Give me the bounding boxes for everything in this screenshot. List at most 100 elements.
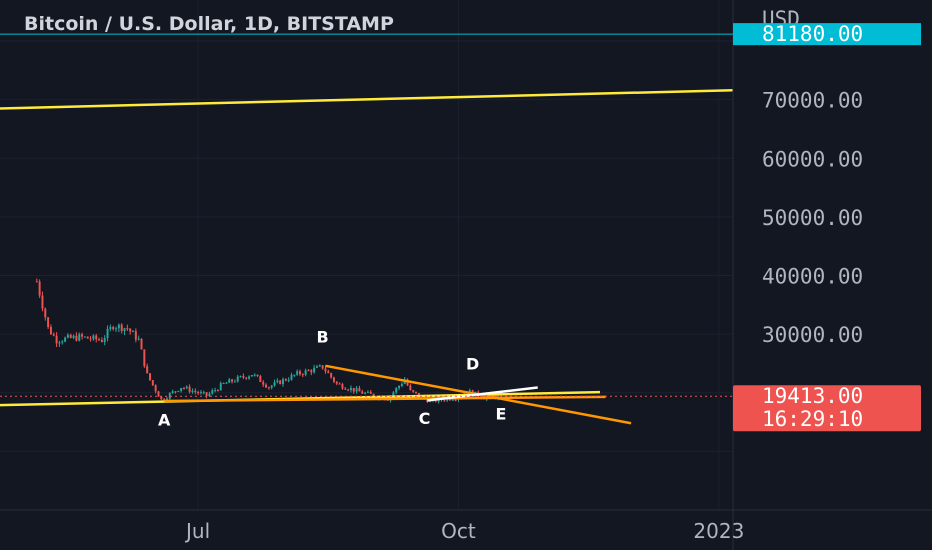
candle-body bbox=[338, 383, 341, 385]
candle-body bbox=[120, 324, 123, 332]
candle-body bbox=[168, 393, 171, 399]
candle-body bbox=[256, 374, 259, 376]
candle-body bbox=[211, 390, 214, 394]
candle-body bbox=[81, 334, 84, 337]
price-tick-label: 60000.00 bbox=[762, 147, 863, 171]
candle-body bbox=[52, 334, 55, 336]
candle-body bbox=[344, 388, 347, 390]
candle-body bbox=[301, 374, 304, 376]
candle-body bbox=[262, 382, 265, 385]
candle-body bbox=[398, 385, 401, 389]
candle-body bbox=[400, 383, 403, 386]
candle-body bbox=[222, 382, 225, 384]
candle-body bbox=[132, 331, 135, 333]
candle-body bbox=[290, 374, 293, 380]
wave-label-d: D bbox=[466, 354, 479, 373]
chart-grid bbox=[0, 0, 733, 510]
candle-body bbox=[199, 392, 202, 394]
candle-body bbox=[219, 383, 222, 391]
candle-body bbox=[335, 381, 338, 384]
candle-body bbox=[279, 380, 282, 385]
candle-body bbox=[352, 387, 355, 392]
candle-body bbox=[250, 375, 253, 377]
candle-body bbox=[38, 281, 41, 296]
candle-body bbox=[369, 391, 372, 394]
candle-body bbox=[123, 328, 126, 332]
candle-body bbox=[265, 384, 268, 388]
wave-label-b: B bbox=[317, 327, 329, 346]
candle-body bbox=[282, 379, 285, 385]
candle-body bbox=[149, 373, 151, 381]
candle-body bbox=[44, 308, 47, 318]
current-price-label: 19413.00 bbox=[762, 384, 863, 408]
price-tick-label: 40000.00 bbox=[762, 265, 863, 289]
candle-body bbox=[140, 338, 143, 350]
candle-body bbox=[267, 387, 270, 389]
candle-body bbox=[75, 335, 78, 341]
price-tick-label: 30000.00 bbox=[762, 323, 863, 347]
candle-body bbox=[361, 391, 364, 394]
target-price-badge[interactable] bbox=[733, 23, 921, 46]
candle-body bbox=[395, 388, 398, 393]
candle-body bbox=[95, 335, 98, 340]
candle-body bbox=[208, 393, 211, 396]
candle-body bbox=[69, 334, 72, 338]
candle-body bbox=[202, 392, 205, 394]
candle-body bbox=[83, 336, 86, 338]
candle-body bbox=[72, 335, 75, 338]
time-tick-label: Jul bbox=[184, 519, 210, 543]
candle-body bbox=[174, 391, 177, 393]
candle-body bbox=[366, 391, 369, 393]
white-trendline[interactable] bbox=[427, 386, 538, 402]
candle-body bbox=[160, 396, 163, 400]
candle-body bbox=[49, 327, 52, 335]
candle-body bbox=[98, 339, 101, 341]
chart-title[interactable]: Bitcoin / U.S. Dollar, 1D, BITSTAMP bbox=[24, 13, 394, 35]
candle-body bbox=[112, 327, 115, 330]
candle-body bbox=[205, 392, 208, 396]
candle-body bbox=[349, 387, 352, 391]
candle-body bbox=[143, 349, 146, 367]
candle-body bbox=[47, 317, 50, 328]
candle-body bbox=[109, 327, 112, 330]
candle-body bbox=[332, 377, 335, 382]
candle-body bbox=[157, 391, 160, 397]
candle-body bbox=[92, 335, 95, 340]
time-tick-label: Oct bbox=[441, 519, 476, 543]
trendlines bbox=[0, 89, 734, 425]
candle-body bbox=[409, 385, 412, 391]
candle-body bbox=[194, 390, 197, 392]
candle-body bbox=[78, 334, 81, 341]
candle-body bbox=[134, 331, 137, 340]
candle-body bbox=[287, 379, 290, 381]
candle-body bbox=[41, 295, 44, 309]
candle-body bbox=[412, 390, 415, 392]
candle-body bbox=[115, 328, 118, 330]
candle-body bbox=[126, 328, 129, 330]
candle-body bbox=[454, 399, 457, 401]
time-axis-ticks[interactable]: Jul Oct 2023 bbox=[184, 519, 744, 543]
wave-label-e: E bbox=[495, 404, 506, 423]
candle-body bbox=[242, 376, 245, 378]
candle-body bbox=[163, 399, 166, 401]
candle-body bbox=[58, 342, 61, 344]
price-axis-panel[interactable] bbox=[733, 0, 932, 550]
candle-body bbox=[89, 338, 92, 340]
wave-labels: A B C D E bbox=[158, 327, 506, 429]
time-tick-label: 2023 bbox=[693, 519, 744, 543]
candle-body bbox=[236, 376, 239, 382]
yellow-trendline[interactable] bbox=[0, 89, 734, 110]
candle-body bbox=[180, 387, 183, 391]
candle-body bbox=[253, 374, 256, 376]
current-price-badge[interactable] bbox=[733, 385, 921, 432]
candle-body bbox=[245, 377, 248, 379]
candle-body bbox=[270, 385, 273, 388]
candle-body bbox=[364, 392, 367, 394]
candle-body bbox=[318, 365, 321, 367]
candle-body bbox=[347, 389, 350, 391]
candle-body bbox=[307, 370, 310, 372]
candle-body bbox=[216, 390, 219, 392]
orange-trendline[interactable] bbox=[164, 395, 606, 403]
candle-body bbox=[154, 385, 157, 392]
